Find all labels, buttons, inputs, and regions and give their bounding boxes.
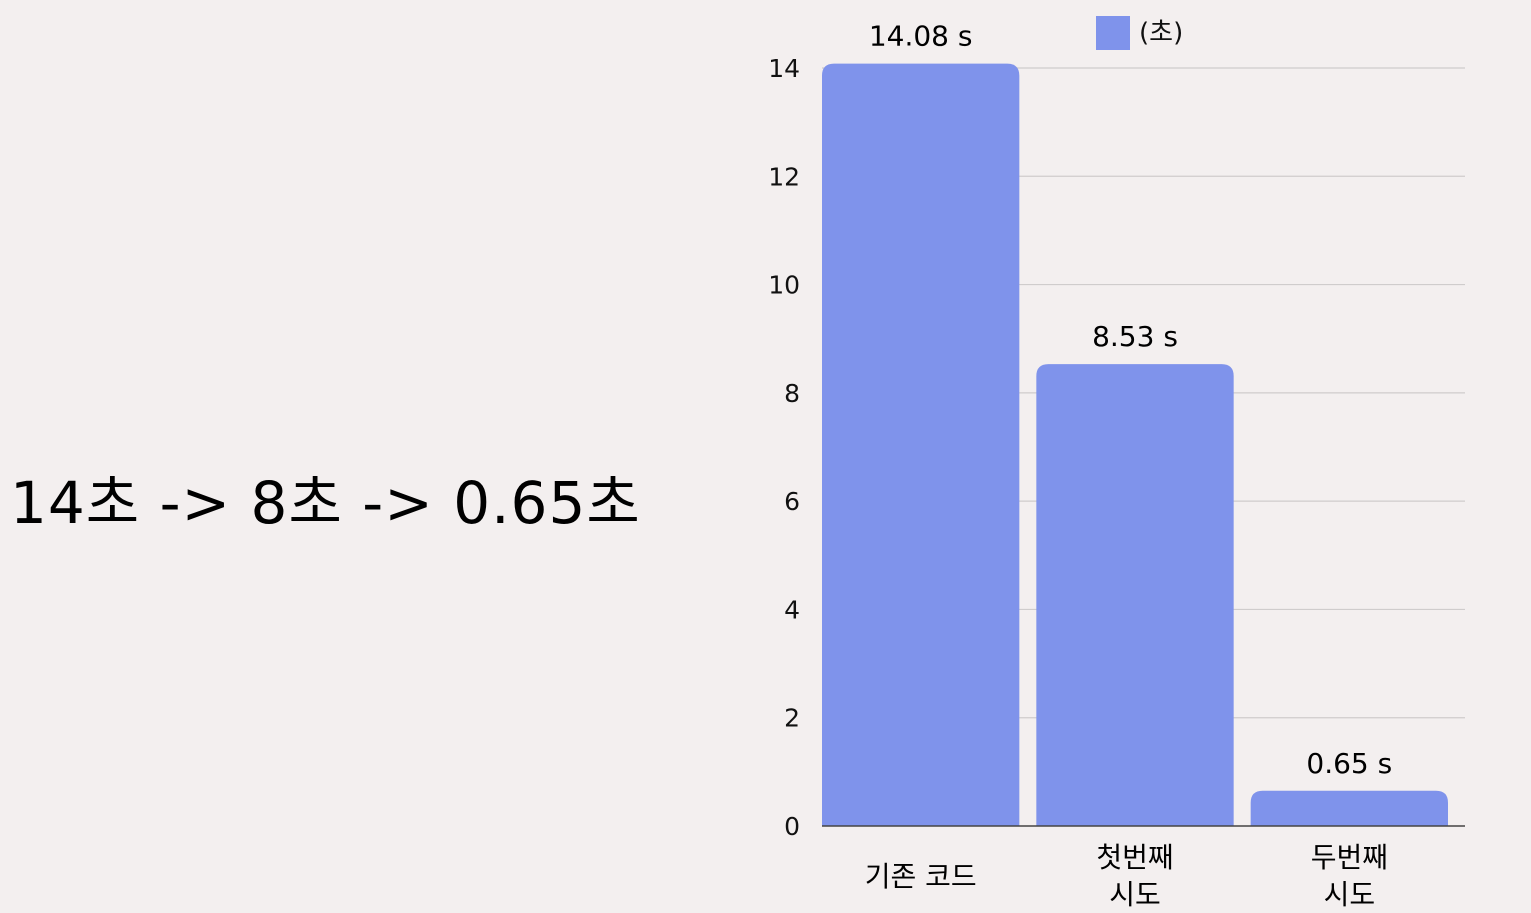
bar-value-label: 0.65 s (1306, 747, 1392, 780)
y-tick-label: 6 (784, 487, 800, 516)
bar (1036, 364, 1234, 826)
x-tick-label: 시도 (1109, 878, 1161, 911)
y-tick-label: 10 (768, 271, 800, 300)
y-tick-label: 12 (768, 162, 800, 191)
x-tick-label: 두번째 (1311, 841, 1388, 874)
legend-swatch (1096, 16, 1130, 50)
y-tick-label: 14 (768, 54, 800, 83)
headline-text: 14초 -> 8초 -> 0.65초 (10, 469, 641, 537)
bar (822, 63, 1020, 826)
y-tick-label: 8 (784, 379, 800, 408)
y-tick-label: 0 (784, 812, 800, 841)
y-tick-label: 2 (784, 704, 800, 733)
legend-label: (초) (1139, 18, 1183, 48)
bar-value-label: 14.08 s (869, 20, 973, 53)
y-tick-label: 4 (784, 595, 800, 624)
bar (1250, 790, 1448, 826)
x-tick-label: 시도 (1324, 878, 1376, 911)
bar-value-label: 8.53 s (1092, 320, 1178, 353)
x-tick-label: 기존 코드 (865, 860, 977, 893)
x-tick-label: 첫번째 (1096, 841, 1173, 874)
